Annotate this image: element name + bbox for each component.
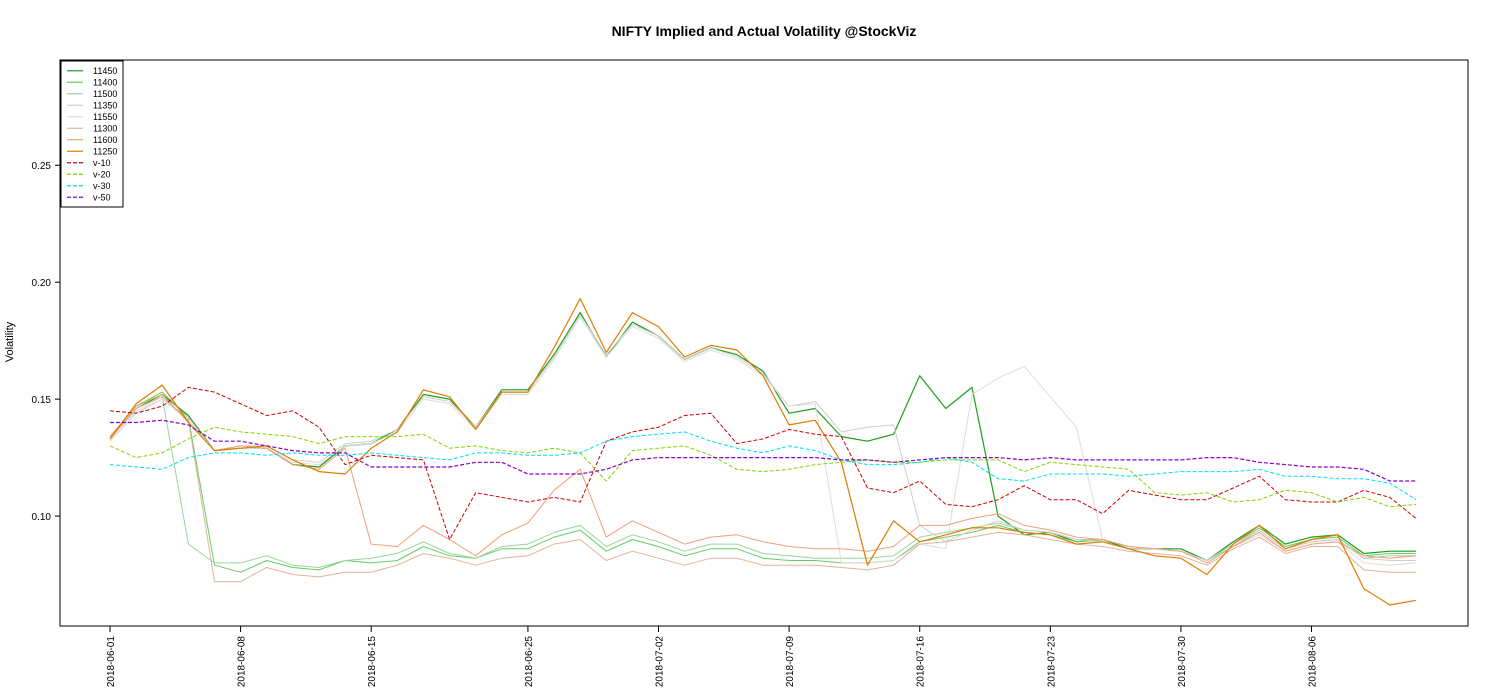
legend-label-11600: 11600	[93, 135, 117, 145]
legend-label-11300: 11300	[93, 123, 117, 133]
legend-label-11500: 11500	[93, 89, 117, 99]
x-tick-label: 2018-06-25	[524, 636, 535, 688]
legend-label-11550: 11550	[93, 112, 117, 122]
series-line-11250	[109, 298, 1417, 606]
x-tick-label: 2018-07-09	[785, 636, 796, 688]
series-line-v-50	[110, 419, 1416, 482]
y-tick-label: 0.20	[32, 278, 52, 289]
x-axis: 2018-06-01 2018-06-08 2018-06-15 2018-06-25…	[106, 626, 1319, 687]
x-tick-label: 2018-08-06	[1308, 636, 1319, 688]
series-line-11300	[109, 396, 1416, 583]
series-line-11450	[109, 312, 1416, 562]
series-line-v-10	[109, 386, 1417, 540]
x-tick-label: 2018-07-30	[1177, 636, 1188, 688]
series-lines	[109, 298, 1417, 606]
legend-label-v-10: v-10	[93, 158, 111, 168]
series-line-11550	[109, 316, 1417, 566]
y-axis-label: Volatility	[4, 321, 16, 362]
legend-label-v-20: v-20	[93, 169, 111, 179]
y-tick-label: 0.15	[32, 395, 52, 406]
legend-label-v-50: v-50	[93, 192, 111, 202]
legend-label-11450: 11450	[93, 66, 117, 76]
chart-title: NIFTY Implied and Actual Volatility @Sto…	[612, 23, 917, 39]
legend-label-11350: 11350	[93, 100, 117, 110]
x-tick-label: 2018-06-15	[367, 636, 378, 688]
y-tick-label: 0.10	[32, 512, 52, 523]
x-tick-label: 2018-07-16	[916, 636, 927, 688]
series-line-11600	[109, 394, 1417, 564]
series-line-11350	[109, 314, 1416, 561]
legend-box	[60, 60, 124, 208]
plot-frame	[59, 59, 1469, 627]
x-tick-label: 2018-06-08	[237, 636, 248, 688]
y-axis: 0.10 0.15 0.20 0.25	[32, 161, 60, 523]
x-tick-label: 2018-07-23	[1046, 636, 1057, 688]
x-tick-label: 2018-06-01	[106, 636, 117, 688]
series-line-v-20	[109, 426, 1417, 508]
y-tick-label: 0.25	[32, 161, 52, 172]
legend-label-11250: 11250	[93, 146, 117, 156]
x-tick-label: 2018-07-02	[655, 636, 666, 688]
legend-label-11400: 11400	[93, 77, 117, 87]
legend-label-v-30: v-30	[93, 181, 111, 191]
